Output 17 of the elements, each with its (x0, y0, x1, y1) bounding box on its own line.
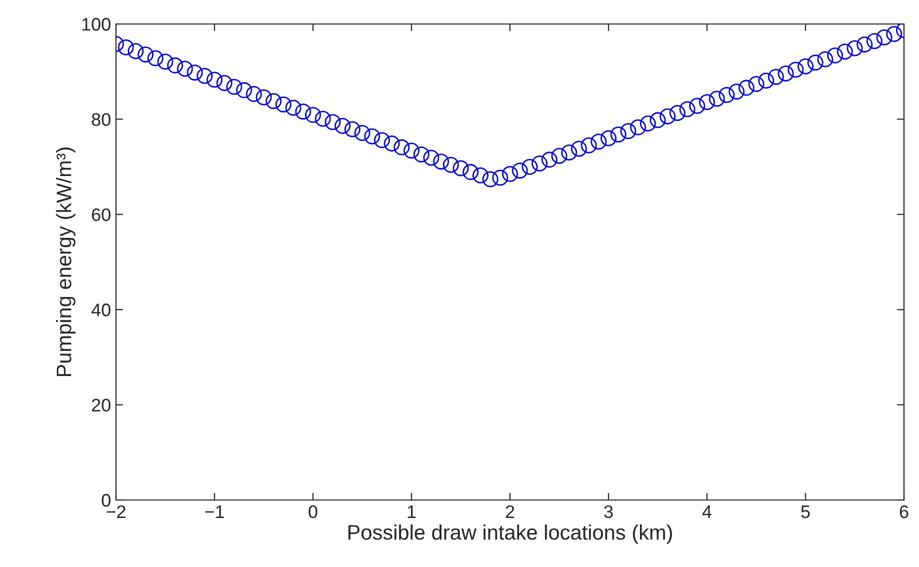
y-tick-label: 40 (91, 304, 110, 316)
x-tick-label: 4 (702, 506, 712, 518)
x-tick-label: 0 (308, 505, 318, 518)
x-axis-title: Possible draw intake locations (km) (348, 524, 672, 544)
y-tick-label: 100 (82, 18, 110, 31)
y-tick-label: 0 (102, 494, 110, 507)
x-tick-label: −2 (106, 505, 126, 518)
x-tick-label: 6 (900, 505, 908, 518)
x-tick-label: 2 (506, 505, 514, 518)
x-tick-label: 5 (801, 506, 810, 518)
x-tick-label: −1 (205, 506, 224, 518)
y-tick-label: 60 (92, 208, 110, 222)
y-tick-label: 20 (92, 398, 110, 412)
y-axis-title: Pumping energy (kW/m³) (56, 148, 76, 376)
x-tick-label: 3 (604, 505, 613, 518)
y-tick-label: 80 (92, 113, 110, 126)
x-tick-label: 1 (408, 506, 416, 518)
